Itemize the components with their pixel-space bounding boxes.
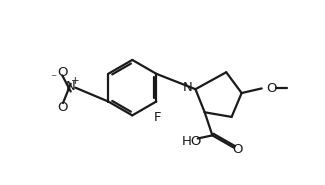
Text: +: + [71, 76, 80, 86]
Text: ⁻: ⁻ [51, 72, 57, 85]
Text: O: O [233, 143, 243, 156]
Text: O: O [57, 66, 68, 79]
Text: N: N [183, 81, 193, 94]
Text: O: O [58, 101, 68, 114]
Text: N: N [66, 80, 76, 93]
Text: O: O [266, 82, 277, 95]
Text: HO: HO [181, 135, 202, 148]
Text: F: F [154, 111, 162, 124]
